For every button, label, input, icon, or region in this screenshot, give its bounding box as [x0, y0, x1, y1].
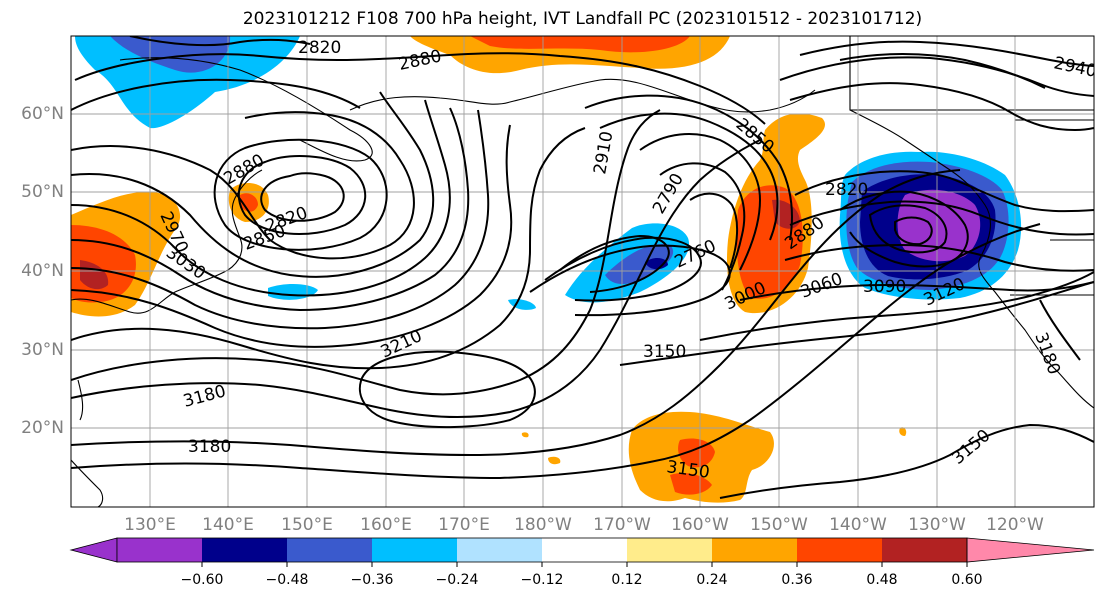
map-plot-area: 2820 2880 2940 2850 2910 2790 2880 2820 … [71, 36, 1094, 507]
colorbar [69, 537, 1095, 567]
colorbar-tick-label: −0.48 [265, 572, 309, 588]
colorbar-tick-label: −0.12 [520, 572, 564, 588]
contour-label: 2820 [825, 180, 868, 200]
colorbar-tick-label: 0.24 [696, 572, 728, 588]
lat-label: 20°N [21, 418, 64, 438]
colorbar-tick-label: −0.24 [435, 572, 479, 588]
lon-label: 150°W [750, 515, 808, 535]
colorbar-tick-label: 0.36 [781, 572, 813, 588]
contour-label: 2820 [298, 38, 341, 58]
lon-label: 170°E [438, 515, 490, 535]
colorbar-swatch [457, 538, 542, 562]
lon-label: 170°W [593, 515, 651, 535]
colorbar-swatch [627, 538, 712, 562]
lon-label: 130°W [908, 515, 966, 535]
map-title: 2023101212 F108 700 hPa height, IVT Land… [242, 9, 923, 29]
lon-label: 140°E [202, 515, 254, 535]
lat-label: 30°N [21, 340, 64, 360]
colorbar-extend-high [966, 537, 1095, 563]
height-contours [71, 36, 1094, 499]
colorbar-tick-label: 0.48 [866, 572, 898, 588]
colorbar-swatch [797, 538, 882, 562]
colorbar-swatch [287, 538, 372, 562]
map-frame [70, 35, 1095, 508]
colorbar-extend-low [69, 537, 118, 563]
lat-label: 50°N [21, 182, 64, 202]
lon-label: 140°W [829, 515, 887, 535]
colorbar-swatch [542, 538, 627, 562]
colorbar-swatch [202, 538, 287, 562]
lon-label: 130°E [124, 515, 176, 535]
contour-label: 3150 [643, 342, 686, 362]
colorbar-swatch [882, 538, 967, 562]
contour-label: 3180 [188, 437, 231, 457]
colorbar-tick-label: −0.60 [180, 572, 224, 588]
contour-label: 3090 [863, 277, 906, 297]
lon-label: 160°W [671, 515, 729, 535]
lon-label: 180°W [514, 515, 572, 535]
lat-label: 40°N [21, 261, 64, 281]
colorbar-swatch [117, 538, 202, 562]
colorbar-tick-label: 0.12 [611, 572, 643, 588]
colorbar-swatch [712, 538, 797, 562]
colorbar-tick-label: 0.60 [951, 572, 983, 588]
lat-label: 60°N [21, 104, 64, 124]
lon-label: 160°E [360, 515, 412, 535]
lon-label: 120°W [986, 515, 1044, 535]
colorbar-swatch [372, 538, 457, 562]
colorbar-tick-label: −0.36 [350, 572, 394, 588]
lon-label: 150°E [281, 515, 333, 535]
